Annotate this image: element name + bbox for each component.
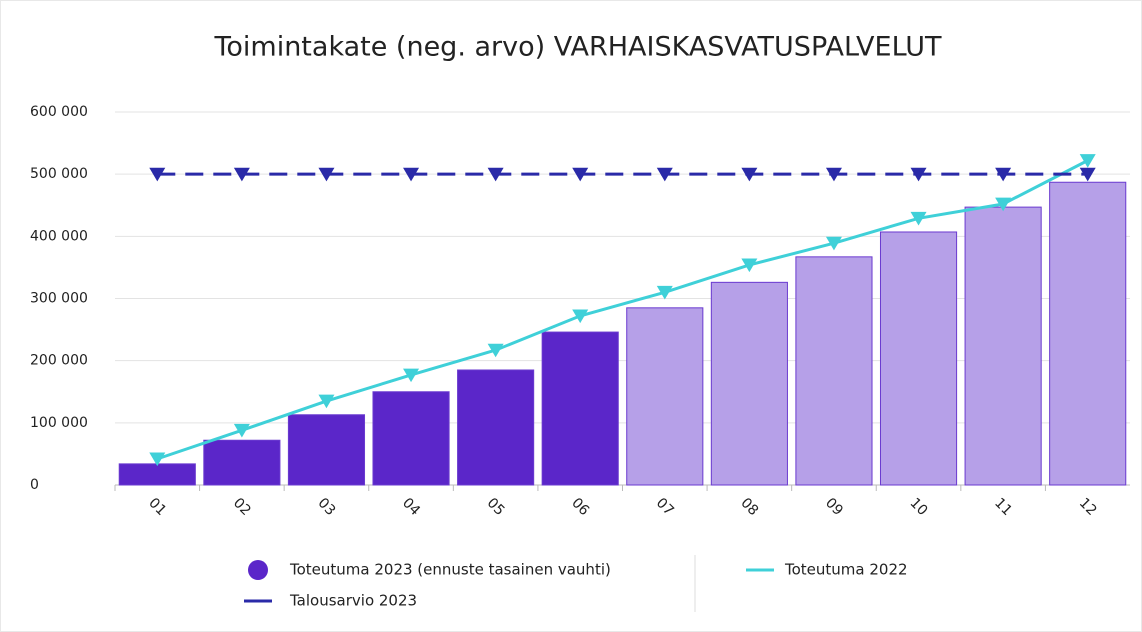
- bar: [118, 463, 196, 486]
- chart-title: Toimintakate (neg. arvo) VARHAISKASVATUS…: [213, 32, 942, 63]
- marker: [910, 211, 927, 226]
- marker: [825, 236, 842, 251]
- marker: [487, 167, 504, 182]
- marker: [741, 167, 758, 182]
- legend-label: Talousarvio 2023: [289, 592, 417, 610]
- bar: [541, 331, 619, 486]
- y-tick-label: 500 000: [30, 166, 88, 182]
- marker: [233, 167, 250, 182]
- bar: [879, 231, 958, 486]
- marker: [825, 167, 842, 182]
- legend-label: Toteutuma 2022: [784, 561, 908, 579]
- marker: [741, 258, 758, 273]
- y-tick-label: 400 000: [30, 228, 88, 244]
- bar: [287, 414, 366, 486]
- marker: [572, 167, 589, 182]
- bar: [964, 206, 1042, 486]
- bar: [372, 391, 450, 486]
- marker: [318, 167, 335, 182]
- marker: [572, 309, 589, 324]
- bar: [457, 369, 535, 486]
- y-tick-label: 100 000: [30, 415, 88, 431]
- marker: [910, 167, 927, 182]
- y-tick-label: 600 000: [30, 104, 88, 120]
- marker: [1079, 167, 1096, 182]
- marker: [656, 285, 673, 300]
- marker: [318, 394, 335, 409]
- marker: [487, 343, 504, 358]
- bar: [203, 439, 281, 486]
- marker: [995, 197, 1012, 212]
- marker: [403, 368, 420, 383]
- marker: [149, 167, 166, 182]
- line: [156, 159, 1089, 461]
- marker: [403, 167, 420, 182]
- marker: [995, 167, 1012, 182]
- legend-swatch: [248, 560, 268, 580]
- bar: [1049, 181, 1127, 486]
- marker: [1079, 154, 1096, 168]
- y-tick-label: 200 000: [30, 353, 88, 369]
- bar: [795, 256, 873, 486]
- y-tick-label: 300 000: [30, 291, 88, 307]
- legend-label: Toteutuma 2023 (ennuste tasainen vauhti): [289, 561, 611, 579]
- marker: [656, 167, 673, 182]
- bar: [626, 307, 704, 486]
- marker: [149, 452, 166, 467]
- marker: [233, 423, 250, 438]
- y-tick-label: 0: [30, 477, 39, 493]
- bar: [710, 281, 788, 486]
